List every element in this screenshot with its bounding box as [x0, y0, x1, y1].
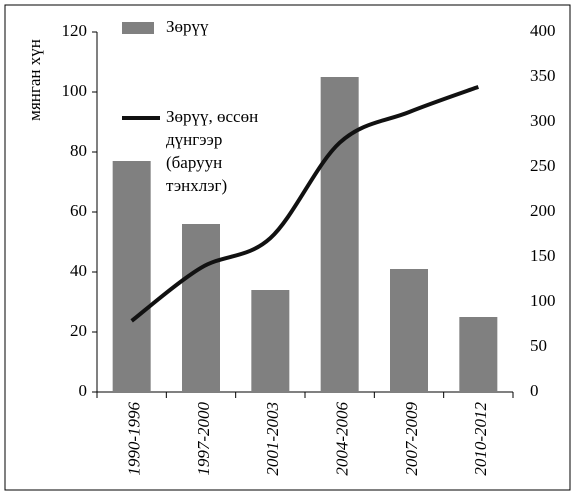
frame — [4, 4, 571, 491]
y-tick-label: 40 — [70, 261, 87, 280]
y2-tick-label: 150 — [530, 246, 556, 265]
x-tick-label: 2004-2006 — [333, 402, 352, 476]
legend-label: Зөрүү — [166, 17, 209, 36]
bar — [112, 161, 151, 392]
x-tick-label: 2001-2003 — [263, 402, 282, 476]
y-tick-label: 80 — [70, 141, 87, 160]
y2-tick-label: 250 — [530, 156, 556, 175]
y2-tick-label: 0 — [530, 381, 539, 400]
x-tick-label: 2010-2012 — [471, 402, 490, 476]
y-tick-label: 120 — [62, 21, 88, 40]
y-axis-label: мянган хүн — [25, 39, 44, 121]
x-tick-label: 1990-1996 — [125, 402, 144, 476]
y-tick-label: 0 — [79, 381, 88, 400]
y2-tick-label: 200 — [530, 201, 556, 220]
line — [130, 85, 480, 323]
x-tick-label: 2007-2009 — [402, 402, 421, 476]
y2-tick-label: 300 — [530, 111, 556, 130]
legend-label: Зөрүү, өссөн дүнгээр (баруун тэнхлэг) — [166, 107, 258, 195]
y2-tick-label: 400 — [530, 21, 556, 40]
y-tick-label: 20 — [70, 321, 87, 340]
legend-swatch — [122, 22, 154, 34]
bar — [251, 290, 290, 392]
bar — [459, 317, 498, 392]
y2-tick-label: 50 — [530, 336, 547, 355]
y2-tick-label: 100 — [530, 291, 556, 310]
y2-tick-label: 350 — [530, 66, 556, 85]
y-tick-label: 60 — [70, 201, 87, 220]
bar — [320, 77, 359, 392]
y-tick-label: 100 — [62, 81, 88, 100]
bar — [182, 224, 220, 392]
bar — [390, 269, 428, 392]
x-tick-label: 1997-2000 — [194, 402, 213, 476]
